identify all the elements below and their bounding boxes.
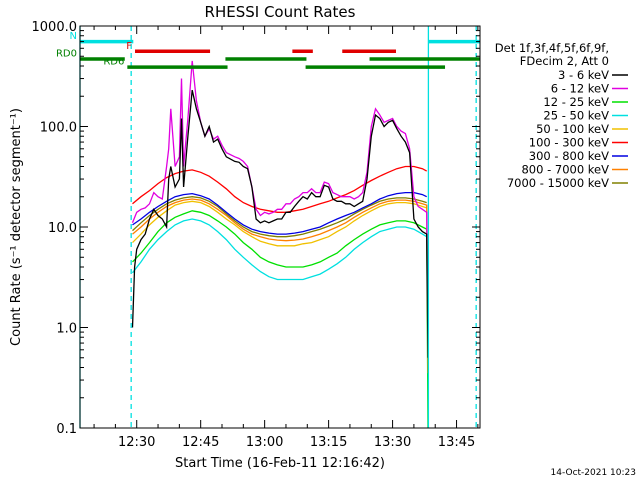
- legend-entry-label: 6 - 12 keV: [551, 82, 609, 96]
- series-12-25-kev-line: [132, 210, 429, 428]
- series-100-300-kev-line: [132, 165, 428, 213]
- flag-f-label: F: [126, 41, 132, 52]
- chart-title: RHESSI Count Rates: [205, 3, 356, 21]
- flag-n-label: N: [70, 31, 77, 42]
- flag-rd6-label: RD6: [103, 57, 124, 68]
- y-axis: 0.1 1.0 10.0 100.0 1000.0: [32, 20, 480, 437]
- series-3-6-kev-line: [131, 89, 429, 358]
- series-50-100-kev-line: [132, 200, 427, 247]
- series-6-12-kev-line: [131, 60, 429, 328]
- x-tick-label: 13:00: [246, 435, 283, 450]
- legend-entry-label: 100 - 300 keV: [529, 136, 609, 150]
- legend: Det 1f,3f,4f,5f,6f,9f,FDecim 2, Att 03 -…: [495, 41, 628, 190]
- legend-entry-label: 7000 - 15000 keV: [507, 176, 609, 190]
- flag-bars: N F RD0 RD6: [56, 31, 480, 69]
- series-800-7000-kev-line: [132, 198, 429, 374]
- x-axis-label: Start Time (16-Feb-11 12:16:42): [175, 456, 385, 471]
- series-7000-15000-kev-line: [132, 196, 427, 238]
- x-tick-label: 13:45: [438, 435, 475, 450]
- x-tick-label: 13:15: [310, 435, 347, 450]
- y-tick-label: 100.0: [40, 121, 77, 136]
- x-tick-label: 12:30: [118, 435, 155, 450]
- x-tick-label: 12:45: [182, 435, 219, 450]
- y-tick-label: 10.0: [48, 221, 77, 236]
- y-axis-label: Count Rate (s⁻¹ detector segment⁻¹): [9, 108, 24, 346]
- y-tick-label: 0.1: [56, 422, 77, 437]
- series-300-800-kev-line: [132, 191, 427, 235]
- legend-header-line-1: Det 1f,3f,4f,5f,6f,9f,: [495, 41, 609, 55]
- flag-rd0-label: RD0: [56, 48, 77, 59]
- legend-entry-label: 300 - 800 keV: [529, 149, 609, 163]
- y-tick-label: 1000.0: [32, 20, 78, 35]
- x-tick-label: 13:30: [374, 435, 411, 450]
- legend-header-line-2: FDecim 2, Att 0: [520, 54, 609, 68]
- legend-entry-label: 25 - 50 keV: [543, 109, 609, 123]
- legend-entry-label: 12 - 25 keV: [543, 95, 609, 109]
- legend-entry-label: 50 - 100 keV: [536, 122, 609, 136]
- y-tick-label: 1.0: [56, 322, 77, 337]
- x-axis: 12:30 12:45 13:00 13:15 13:30 13:45: [93, 26, 479, 450]
- series-layer: [131, 60, 429, 428]
- legend-entry-label: 800 - 7000 keV: [521, 163, 609, 177]
- legend-entry-label: 3 - 6 keV: [558, 68, 609, 82]
- series-25-50-kev-line: [131, 218, 428, 281]
- footer-timestamp: 14-Oct-2021 10:23: [551, 468, 636, 478]
